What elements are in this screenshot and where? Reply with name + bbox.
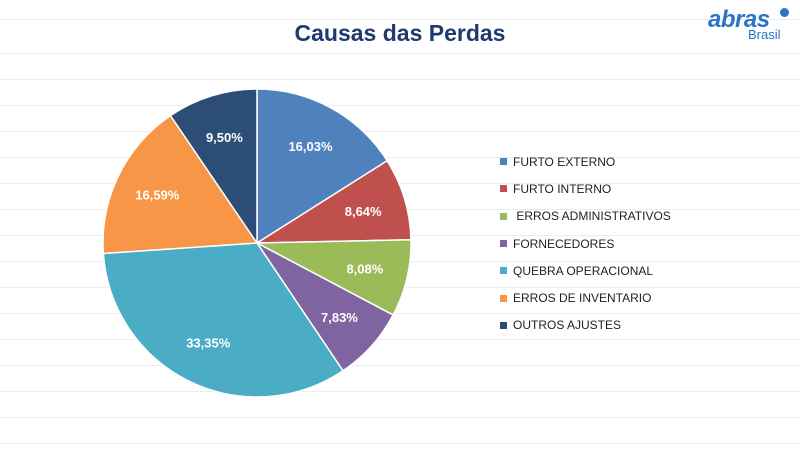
registered-mark-icon — [780, 8, 789, 17]
legend-item-2: ERROS ADMINISTRATIVOS — [500, 203, 671, 230]
abras-logo: abras Brasil — [708, 6, 794, 46]
chart-legend: FURTO EXTERNO FURTO INTERNO ERROS ADMINIS… — [500, 148, 671, 339]
legend-label-6: OUTROS AJUSTES — [513, 318, 622, 333]
legend-item-0: FURTO EXTERNO — [500, 148, 671, 175]
slice-label-3: 7,83% — [321, 310, 358, 325]
legend-item-3: FORNECEDORES — [500, 230, 671, 257]
legend-item-6: OUTROS AJUSTES — [500, 312, 671, 339]
legend-swatch-4 — [500, 267, 507, 275]
legend-item-4: QUEBRA OPERACIONAL — [500, 257, 671, 284]
slice-label-5: 16,59% — [135, 187, 180, 202]
legend-label-5: ERROS DE INVENTARIO — [513, 291, 652, 306]
legend-item-1: FURTO INTERNO — [500, 175, 671, 202]
slice-label-6: 9,50% — [206, 130, 243, 145]
slice-label-4: 33,35% — [186, 336, 231, 351]
slice-label-0: 16,03% — [288, 139, 333, 154]
legend-swatch-6 — [500, 321, 507, 329]
pie-slice-5 — [102, 114, 259, 255]
legend-label-0: FURTO EXTERNO — [513, 154, 616, 169]
pie-slice-6 — [169, 88, 258, 246]
legend-swatch-0 — [500, 158, 507, 166]
logo-word: abras — [708, 6, 770, 33]
chart-title: Causas das Perdas — [294, 20, 506, 46]
pie-slice-1 — [254, 159, 412, 244]
legend-swatch-1 — [500, 185, 507, 193]
legend-label-2: ERROS ADMINISTRATIVOS — [513, 209, 671, 224]
logo-subtitle: Brasil — [748, 27, 781, 42]
legend-swatch-5 — [500, 294, 507, 302]
legend-label-3: FORNECEDORES — [513, 236, 615, 251]
pie-slice-4 — [102, 242, 345, 398]
legend-item-5: ERROS DE INVENTARIO — [500, 284, 671, 311]
legend-swatch-2 — [500, 212, 507, 220]
legend-label-4: QUEBRA OPERACIONAL — [513, 263, 654, 278]
slice-label-2: 8,08% — [346, 262, 383, 277]
slice-label-1: 8,64% — [345, 204, 382, 219]
legend-swatch-3 — [500, 240, 507, 248]
pie-slice-0 — [256, 88, 389, 245]
legend-label-1: FURTO INTERNO — [513, 181, 612, 196]
